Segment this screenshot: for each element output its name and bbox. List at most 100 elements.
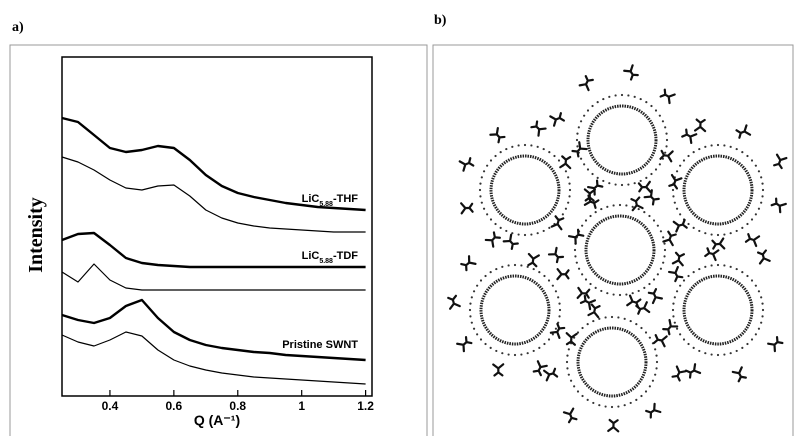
lithium-dot (698, 268, 700, 270)
solvent-molecule (557, 269, 568, 279)
lithium-dot (514, 354, 516, 356)
lithium-dot (567, 202, 569, 204)
lithium-dot (568, 374, 570, 376)
data-line (62, 118, 366, 210)
nanotube (684, 276, 752, 344)
molecule-bond (705, 247, 718, 260)
lithium-dot (683, 279, 685, 281)
molecule-bond (461, 256, 476, 271)
molecule-bond (457, 336, 472, 351)
solvent-molecule (490, 128, 505, 143)
lithium-dot (608, 96, 610, 98)
lithium-dot (762, 189, 764, 191)
solvent-molecule (531, 121, 546, 136)
lithium-dot (687, 343, 689, 345)
lithium-dot (683, 338, 685, 340)
lithium-dot (723, 353, 725, 355)
lithium-dot (655, 168, 657, 170)
molecule-bond (461, 203, 473, 214)
lithium-dot (480, 338, 482, 340)
lithium-dot (755, 333, 757, 335)
lithium-dot (557, 296, 559, 298)
lithium-dot (501, 352, 503, 354)
lithium-dot (479, 189, 481, 191)
lithium-dot (567, 176, 569, 178)
lithium-dot (469, 302, 471, 304)
lithium-dot (587, 399, 589, 401)
nanotube-diagram (447, 65, 786, 431)
lithium-dot (490, 347, 492, 349)
lithium-dot (635, 399, 637, 401)
molecule-bond (585, 189, 595, 200)
data-line (62, 300, 366, 360)
molecule-bond (490, 128, 505, 143)
panel-label: b) (434, 13, 447, 28)
lithium-dot (657, 225, 659, 227)
solvent-molecule (648, 289, 662, 303)
lithium-dot (698, 350, 700, 352)
lithium-dot (533, 268, 535, 270)
lithium-dot (650, 105, 652, 107)
lithium-dot (717, 264, 719, 266)
lithium-dot (530, 233, 532, 235)
solvent-molecule (580, 76, 594, 90)
solvent-molecule (493, 364, 503, 375)
y-axis-label: Intensity (25, 197, 47, 273)
lithium-dot (746, 155, 748, 157)
lithium-dot (624, 318, 626, 320)
lithium-dot (548, 338, 550, 340)
solvent-molecule (712, 239, 724, 250)
lithium-dot (687, 275, 689, 277)
lithium-dot (612, 293, 614, 295)
solvent-molecule (757, 250, 770, 263)
lithium-dot (490, 159, 492, 161)
lithium-dot (501, 266, 503, 268)
lithium-dot (717, 144, 719, 146)
lithium-dot (710, 353, 712, 355)
lithium-dot (645, 390, 647, 392)
lithium-dot (663, 255, 665, 257)
lithium-dot (537, 146, 539, 148)
lithium-dot (679, 333, 681, 335)
lithium-dot (650, 173, 652, 175)
solvent-molecule (560, 156, 571, 168)
lithium-dot (672, 302, 674, 304)
solvent-molecule (585, 189, 595, 200)
solvent-molecule (504, 235, 519, 250)
lithium-dot (672, 189, 674, 191)
x-tick-label: 0.4 (102, 399, 119, 413)
lithium-dot (507, 264, 509, 266)
lithium-dot (480, 279, 482, 281)
solvent-molecule (686, 364, 701, 378)
solvent-molecule (645, 190, 660, 205)
lithium-dot (621, 94, 623, 96)
lithium-dot (483, 170, 485, 172)
solvent-molecule (527, 254, 538, 266)
lithium-dot (660, 230, 662, 232)
lithium-dot (597, 101, 599, 103)
lithium-dot (755, 165, 757, 167)
molecule-bond (552, 216, 565, 229)
lithium-dot (490, 218, 492, 220)
lithium-dot (476, 285, 478, 287)
lithium-dot (638, 208, 640, 210)
lithium-dot (595, 287, 597, 289)
lithium-dot (548, 279, 550, 281)
lithium-dot (664, 152, 666, 154)
lithium-dot (751, 218, 753, 220)
solvent-molecule (695, 120, 706, 132)
lithium-dot (665, 132, 667, 134)
lithium-dot (621, 184, 623, 186)
lithium-dot (606, 292, 608, 294)
lithium-dot (730, 266, 732, 268)
lithium-dot (555, 328, 557, 330)
lithium-dot (676, 170, 678, 172)
lithium-dot (576, 132, 578, 134)
solvent-molecule (608, 420, 618, 431)
lithium-dot (559, 309, 561, 311)
annotation-part: -TDF (333, 250, 358, 262)
lithium-dot (751, 338, 753, 340)
lithium-dot (543, 275, 545, 277)
lithium-dot (555, 290, 557, 292)
solvent-molecule (585, 195, 599, 208)
